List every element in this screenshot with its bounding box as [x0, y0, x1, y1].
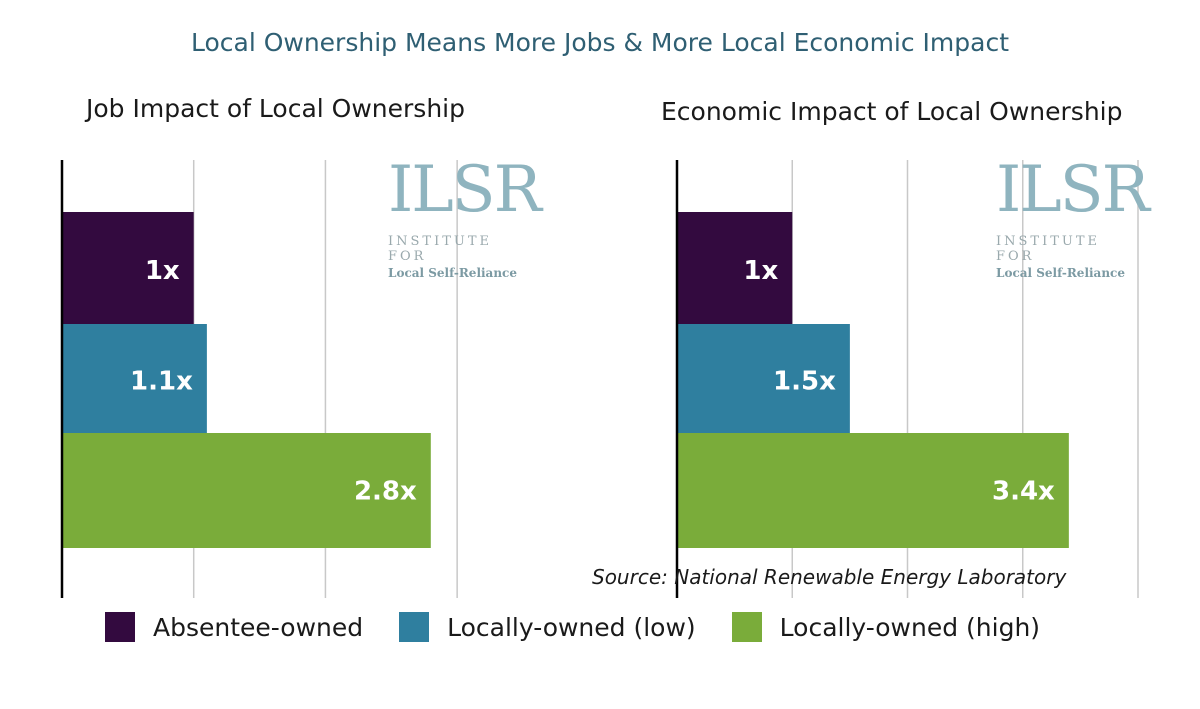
ilsr-logo-line2: Local Self-Reliance [388, 266, 517, 280]
legend-swatch-local-low [399, 612, 430, 642]
job-impact-label-absentee: 1x [145, 256, 180, 286]
legend-swatch-absentee [105, 612, 135, 642]
ilsr-logo-line2: Local Self-Reliance [996, 266, 1125, 280]
page-title: Local Ownership Means More Jobs & More L… [190, 28, 1010, 57]
source-note: Source: National Renewable Energy Labora… [592, 565, 1067, 589]
legend-swatch-local-high [731, 612, 762, 642]
economic-impact-bar-local-high [677, 433, 1069, 548]
job-impact-bar-local-low [62, 324, 207, 437]
economic-impact-label-absentee: 1x [743, 256, 778, 286]
legend-label-local-low: Locally-owned (low) [447, 612, 696, 642]
job-impact-label-local-low: 1.1x [130, 367, 193, 397]
legend-item-local-high: Locally-owned (high) [731, 612, 1041, 642]
economic-impact-bar-absentee [677, 212, 793, 328]
economic-impact-chart-title: Economic Impact of Local Ownership [661, 97, 1123, 126]
ilsr-logo-mark: ILSR [996, 153, 1150, 227]
job-impact-bar-absentee [62, 212, 194, 328]
job-impact-label-local-high: 2.8x [354, 477, 417, 507]
ilsr-logo: ILSR INSTITUTE FOR Local Self-Reliance [388, 153, 542, 280]
economic-impact-bar-local-low [677, 324, 850, 437]
job-impact-bar-local-high [62, 433, 431, 548]
ilsr-logo-line1: INSTITUTE FOR [996, 234, 1101, 264]
legend-label-local-high: Locally-owned (high) [779, 612, 1041, 642]
legend: Absentee-owned Locally-owned (low) Local… [105, 612, 1076, 642]
legend-label-absentee: Absentee-owned [153, 612, 364, 642]
ilsr-logo-mark: ILSR [388, 153, 542, 227]
economic-impact-label-local-high: 3.4x [992, 477, 1055, 507]
legend-item-absentee: Absentee-owned [105, 612, 363, 642]
ilsr-logo-line1: INSTITUTE FOR [388, 234, 493, 264]
economic-impact-label-local-low: 1.5x [773, 367, 836, 397]
ilsr-logo: ILSR INSTITUTE FOR Local Self-Reliance [996, 153, 1150, 280]
legend-item-local-low: Locally-owned (low) [399, 612, 696, 642]
job-impact-chart-title: Job Impact of Local Ownership [86, 94, 465, 123]
